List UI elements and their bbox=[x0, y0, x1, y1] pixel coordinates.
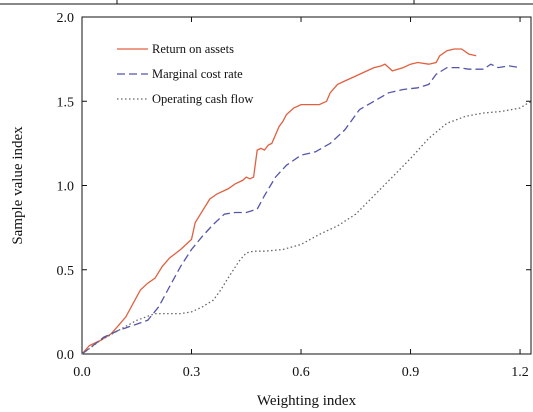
legend: Return on assets Marginal cost rate Operat… bbox=[117, 42, 253, 106]
y-tick-label: 1.5 bbox=[57, 95, 75, 110]
x-tick-label: 1.2 bbox=[511, 365, 529, 380]
y-axis-title: Sample value index bbox=[10, 126, 26, 245]
y-tick-label: 2.0 bbox=[57, 11, 75, 26]
legend-label: Operating cash flow bbox=[152, 92, 253, 106]
x-tick-label: 0.9 bbox=[402, 365, 420, 380]
y-tick-label: 0.5 bbox=[57, 264, 75, 279]
series-line-0 bbox=[81, 48, 477, 355]
x-axis-title: Weighting index bbox=[257, 393, 357, 409]
legend-label: Marginal cost rate bbox=[152, 67, 243, 81]
series-line-1 bbox=[81, 63, 521, 355]
series-line-2 bbox=[81, 100, 532, 355]
x-tick-label: 0.6 bbox=[292, 365, 310, 380]
axis-ticks: 0.0 0.3 0.6 0.9 1.2 0.0 0.5 1.0 1.5 2.0 bbox=[57, 11, 531, 380]
x-tick-label: 0.0 bbox=[73, 365, 91, 380]
y-tick-label: 1.0 bbox=[57, 180, 75, 195]
series-lines bbox=[81, 48, 532, 355]
y-tick-label: 0.0 bbox=[57, 348, 75, 363]
plot-area-frame bbox=[81, 16, 532, 355]
x-tick-label: 0.3 bbox=[183, 365, 201, 380]
legend-label: Return on assets bbox=[152, 42, 234, 56]
